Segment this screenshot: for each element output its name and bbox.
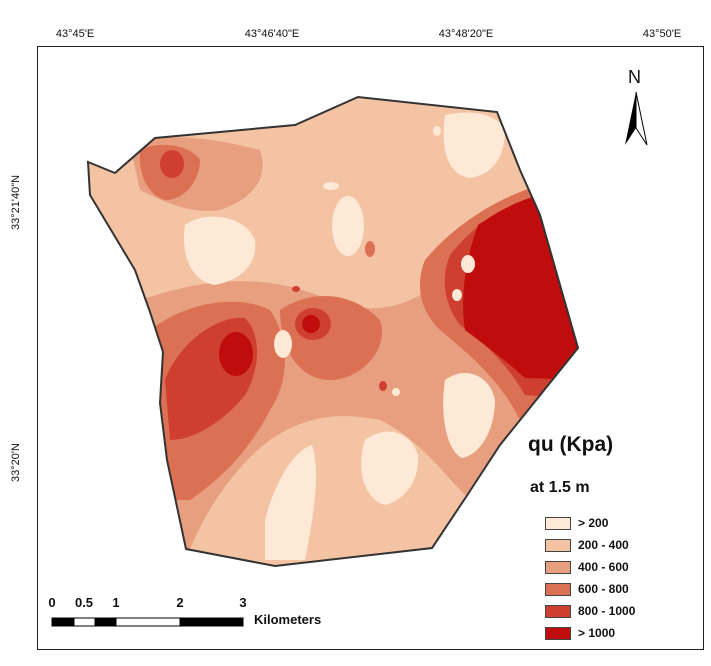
legend-subtitle: at 1.5 m [530, 479, 590, 496]
scale-tick-label: 1 [112, 595, 120, 610]
scale-tick-label: 0 [48, 595, 56, 610]
legend-swatch [545, 560, 571, 574]
study-area-boundary [86, 95, 580, 568]
legend-item: > 200 [545, 516, 608, 530]
zone-gt-200 [183, 216, 256, 285]
zone-gt-200 [332, 196, 364, 256]
zone-gt-200 [323, 182, 339, 190]
legend-item: 400 - 600 [545, 560, 629, 574]
legend-item: 200 - 400 [545, 538, 629, 552]
zone-800-1000 [379, 381, 387, 391]
legend-label: 800 - 1000 [578, 604, 636, 618]
zone-gt-200 [461, 255, 475, 273]
scale-unit-label: Kilometers [254, 612, 322, 627]
legend-label: 400 - 600 [578, 560, 629, 574]
legend-item: 600 - 800 [545, 582, 629, 596]
legend-swatch [545, 604, 571, 618]
legend-swatch [545, 626, 571, 640]
zone-800-1000 [292, 286, 300, 292]
zone-gt-200 [433, 126, 441, 136]
zone-gt-200 [361, 431, 419, 505]
longitude-tick: 43°46'40"E [244, 28, 300, 40]
zone-gt-200 [392, 388, 400, 396]
zone-gt-200 [274, 330, 292, 358]
longitude-tick: 43°50'E [642, 28, 682, 40]
qu-surface [88, 97, 578, 566]
scale-bar [51, 617, 244, 627]
zone-800-1000 [160, 150, 184, 178]
scale-tick-label: 2 [176, 595, 184, 610]
north-arrow-icon [625, 91, 648, 146]
zone-gt-1000 [219, 332, 253, 376]
legend-title: qu (Kpa) [528, 433, 614, 456]
legend-label: 200 - 400 [578, 538, 629, 552]
longitude-tick: 43°48'20"E [438, 28, 494, 40]
legend-item: > 1000 [545, 626, 615, 640]
legend-label: > 1000 [578, 626, 616, 640]
north-label: N [628, 67, 641, 87]
scale-tick-label: 3 [239, 595, 247, 610]
legend-swatch [545, 582, 571, 596]
zone-gt-1000 [302, 315, 320, 333]
scale-tick-label: 0.5 [74, 595, 94, 610]
longitude-tick: 43°45'E [55, 28, 95, 40]
zone-gt-200 [443, 372, 495, 458]
zone-gt-200 [452, 289, 462, 301]
legend-label: 600 - 800 [578, 582, 629, 596]
zone-600-800 [365, 241, 375, 257]
legend-label: > 200 [578, 516, 609, 530]
legend-swatch [545, 516, 571, 530]
legend-swatch [545, 538, 571, 552]
zone-gt-200 [443, 112, 505, 178]
legend-item: 800 - 1000 [545, 604, 635, 618]
map-frame [37, 46, 704, 650]
zone-gt-200 [265, 445, 316, 560]
